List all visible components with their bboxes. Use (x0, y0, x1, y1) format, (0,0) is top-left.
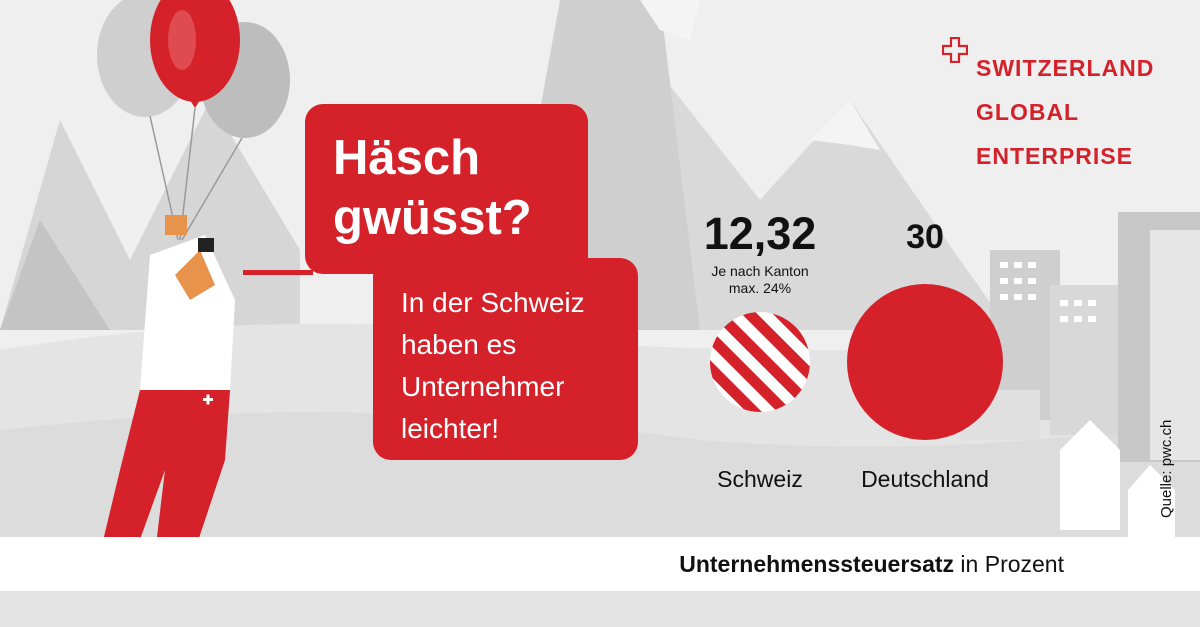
note-schweiz: Je nach Kanton max. 24% (711, 263, 809, 296)
value-label-schweiz: 12,32 (703, 208, 817, 259)
chart-caption: Unternehmenssteuersatz in Prozent (679, 551, 1064, 578)
caption-rest: in Prozent (954, 551, 1064, 577)
speech-bubble-tail (243, 270, 313, 275)
logo-wordmark: SWITZERLAND GLOBAL ENTERPRISE (976, 35, 1154, 189)
tax-rate-chart: 12,32 Je nach Kanton max. 24% 30 Schweiz… (690, 200, 1020, 510)
chart-marks (710, 284, 1003, 440)
swiss-cross-icon (942, 37, 968, 63)
bubble-schweiz (710, 312, 810, 412)
caption-band: Unternehmenssteuersatz in Prozent (0, 537, 1200, 591)
caption-bold: Unternehmenssteuersatz (679, 551, 955, 577)
logo-line-1: SWITZERLAND (976, 55, 1155, 81)
bottom-strip (0, 591, 1200, 627)
subheadline: In der Schweiz haben es Unternehmer leic… (401, 287, 585, 444)
bubble-deutschland (847, 284, 1003, 440)
logo-line-3: ENTERPRISE (976, 143, 1133, 169)
swiss-global-enterprise-logo: SWITZERLAND GLOBAL ENTERPRISE (942, 35, 1172, 168)
value-label-deutschland: 30 (906, 218, 944, 256)
speech-bubble-main (305, 104, 588, 274)
headline: Häsch gwüsst? (333, 131, 532, 245)
source-note: Quelle: pwc.ch (1158, 419, 1175, 518)
logo-line-2: GLOBAL (976, 99, 1080, 125)
category-label-deutschland: Deutschland (861, 466, 989, 492)
speech-bubble-secondary (373, 258, 638, 460)
category-label-schweiz: Schweiz (717, 466, 803, 492)
